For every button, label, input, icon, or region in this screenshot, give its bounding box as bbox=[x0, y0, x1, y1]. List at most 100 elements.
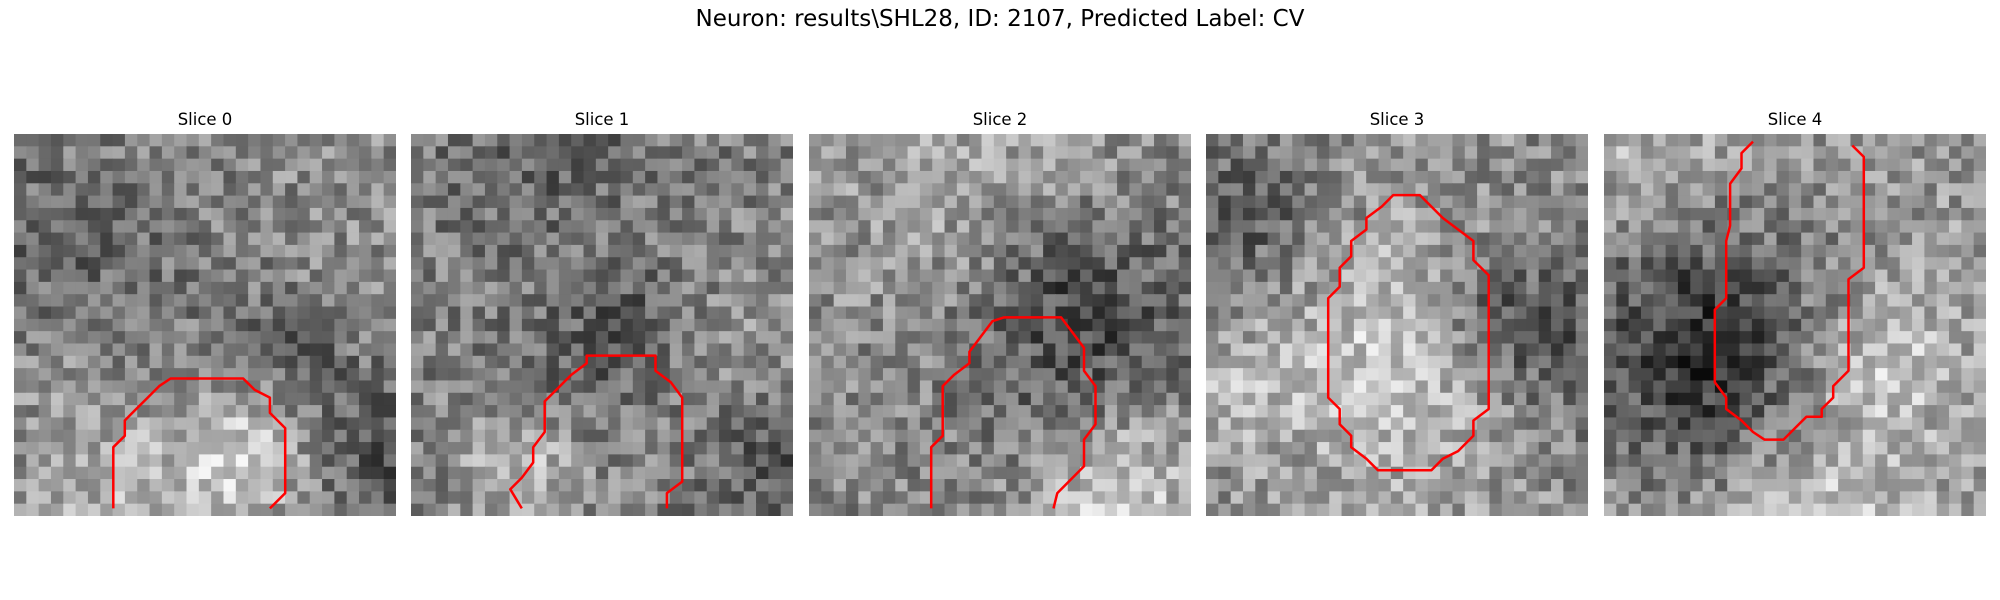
pixel bbox=[50, 417, 64, 431]
pixel bbox=[669, 442, 683, 455]
pixel bbox=[1080, 442, 1094, 455]
pixel bbox=[371, 331, 385, 345]
pixel bbox=[694, 466, 708, 480]
pixel bbox=[1776, 331, 1790, 345]
pixel bbox=[1850, 343, 1864, 357]
pixel bbox=[932, 306, 946, 320]
pixel bbox=[1604, 306, 1617, 320]
pixel bbox=[1677, 491, 1691, 505]
pixel bbox=[346, 442, 360, 455]
pixel bbox=[1464, 306, 1478, 320]
pixel bbox=[719, 146, 732, 160]
pixel bbox=[821, 170, 835, 184]
pixel bbox=[1936, 294, 1950, 308]
pixel bbox=[1366, 146, 1380, 160]
pixel bbox=[870, 158, 884, 172]
pixel bbox=[1292, 244, 1306, 258]
pixel bbox=[981, 355, 995, 369]
pixel bbox=[882, 244, 896, 258]
pixel bbox=[858, 257, 872, 271]
pixel bbox=[1961, 405, 1975, 419]
pixel bbox=[1043, 368, 1057, 382]
pixel bbox=[346, 257, 360, 271]
pixel bbox=[1390, 429, 1404, 443]
pixel bbox=[1378, 207, 1392, 221]
pixel bbox=[719, 331, 732, 345]
pixel bbox=[1575, 429, 1588, 443]
pixel bbox=[198, 405, 212, 419]
pixel bbox=[1316, 318, 1330, 332]
pixel bbox=[1973, 269, 1986, 283]
pixel bbox=[346, 281, 360, 295]
pixel bbox=[1316, 343, 1330, 357]
pixel bbox=[223, 269, 237, 283]
pixel bbox=[1751, 207, 1765, 221]
pixel bbox=[1690, 281, 1704, 295]
pixel bbox=[583, 491, 597, 505]
pixel bbox=[75, 442, 89, 455]
pixel bbox=[1218, 454, 1232, 468]
pixel bbox=[161, 429, 175, 443]
pixel bbox=[534, 331, 548, 345]
pixel bbox=[26, 491, 40, 505]
pixel bbox=[944, 503, 958, 516]
pixel bbox=[1739, 368, 1753, 382]
pixel bbox=[211, 146, 225, 160]
pixel bbox=[944, 343, 958, 357]
pixel bbox=[1924, 380, 1938, 394]
pixel bbox=[1316, 146, 1330, 160]
pixel bbox=[359, 281, 372, 295]
pixel bbox=[1653, 294, 1667, 308]
pixel bbox=[383, 207, 396, 221]
pixel bbox=[743, 466, 757, 480]
pixel bbox=[411, 318, 424, 332]
pixel bbox=[620, 183, 634, 197]
pixel bbox=[137, 442, 151, 455]
pixel bbox=[1850, 195, 1864, 209]
pixel bbox=[870, 281, 884, 295]
pixel bbox=[1129, 170, 1143, 184]
pixel bbox=[1702, 281, 1716, 295]
pixel bbox=[694, 158, 708, 172]
pixel bbox=[1403, 207, 1417, 221]
pixel bbox=[297, 331, 311, 345]
pixel bbox=[1166, 146, 1180, 160]
pixel bbox=[186, 170, 200, 184]
pixel bbox=[435, 318, 449, 332]
pixel bbox=[272, 306, 286, 320]
pixel bbox=[1218, 207, 1232, 221]
pixel bbox=[100, 368, 114, 382]
pixel bbox=[1776, 417, 1790, 431]
pixel bbox=[1055, 343, 1069, 357]
pixel bbox=[161, 220, 175, 234]
pixel bbox=[1018, 170, 1032, 184]
pixel bbox=[100, 491, 114, 505]
roi-contour bbox=[1713, 140, 1866, 441]
pixel bbox=[645, 331, 659, 345]
pixel bbox=[1912, 146, 1925, 160]
pixel bbox=[1538, 368, 1552, 382]
pixel bbox=[845, 405, 859, 419]
pixel bbox=[1464, 158, 1478, 172]
pixel bbox=[1427, 220, 1441, 234]
pixel bbox=[235, 442, 249, 455]
pixel bbox=[1403, 331, 1417, 345]
pixel bbox=[969, 491, 983, 505]
pixel bbox=[756, 442, 769, 455]
pixel bbox=[63, 503, 77, 516]
pixel bbox=[1739, 466, 1753, 480]
pixel bbox=[1551, 170, 1564, 184]
pixel bbox=[1403, 257, 1417, 271]
pixel bbox=[1563, 306, 1577, 320]
pixel bbox=[435, 454, 449, 468]
pixel bbox=[558, 466, 572, 480]
pixel bbox=[383, 417, 396, 431]
pixel bbox=[1665, 331, 1679, 345]
pixel bbox=[1640, 220, 1654, 234]
pixel bbox=[1267, 392, 1281, 406]
pixel bbox=[1477, 207, 1491, 221]
pixel bbox=[645, 454, 659, 468]
pixel bbox=[371, 442, 385, 455]
pixel bbox=[882, 306, 896, 320]
pixel bbox=[1665, 380, 1679, 394]
